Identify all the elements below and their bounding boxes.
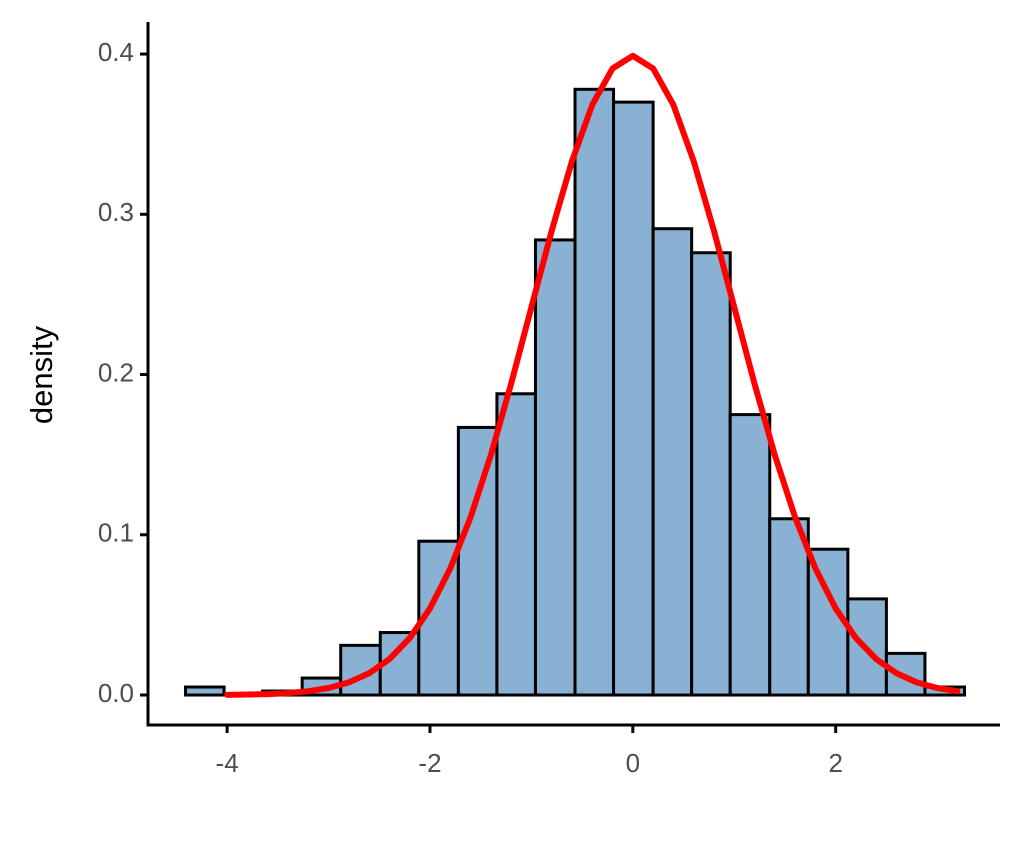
x-tick-label: -2 bbox=[418, 748, 441, 778]
y-tick-label: 0.2 bbox=[98, 357, 134, 387]
x-tick-label: -4 bbox=[216, 748, 239, 778]
bar bbox=[612, 100, 655, 697]
bar bbox=[728, 413, 772, 697]
bar bbox=[651, 227, 694, 697]
y-tick-label: 0.1 bbox=[98, 518, 134, 548]
y-tick-label: 0.3 bbox=[98, 197, 134, 227]
y-tick-label: 0.0 bbox=[98, 678, 134, 708]
bar bbox=[573, 87, 616, 697]
bar bbox=[768, 517, 810, 697]
bar bbox=[456, 425, 499, 697]
y-axis-label: density bbox=[24, 325, 59, 424]
x-tick-label: 0 bbox=[626, 748, 640, 778]
y-tick-label: 0.4 bbox=[98, 37, 134, 67]
density-curve bbox=[224, 52, 961, 698]
bar bbox=[184, 685, 226, 697]
x-tick-label: 2 bbox=[828, 748, 842, 778]
bar bbox=[339, 643, 382, 697]
bar bbox=[533, 238, 577, 697]
bar bbox=[690, 251, 732, 697]
bar bbox=[495, 392, 537, 697]
